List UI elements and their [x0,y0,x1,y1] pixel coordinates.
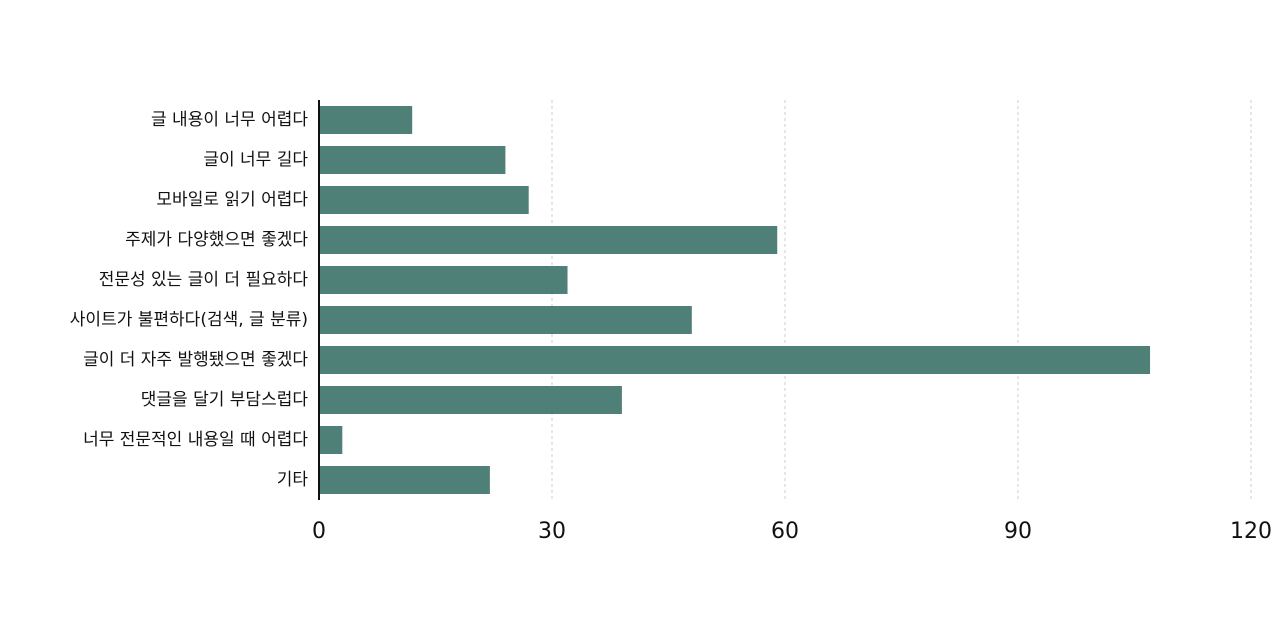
y-tick-label: 기타 [277,470,309,490]
x-tick-label: 60 [771,519,799,544]
y-tick-label: 사이트가 불편하다(검색, 글 분류) [70,310,308,330]
x-tick-label: 120 [1230,519,1272,544]
bar [319,346,1151,374]
bar [319,186,529,214]
x-tick-label: 30 [538,519,566,544]
y-tick-label: 글이 더 자주 발행됐으면 좋겠다 [83,350,308,370]
y-tick-label: 모바일로 읽기 어렵다 [156,190,308,210]
bar [319,466,490,494]
bar [319,386,622,414]
bar [319,226,778,254]
x-tick-label: 90 [1004,519,1032,544]
x-tick-label: 0 [312,519,326,544]
bar [319,146,506,174]
bar [319,426,343,454]
y-tick-label: 전문성 있는 글이 더 필요하다 [99,270,309,290]
y-tick-label: 주제가 다양했으면 좋겠다 [125,230,308,250]
y-tick-label: 너무 전문적인 내용일 때 어렵다 [83,430,308,450]
bar [319,266,568,294]
bar [319,306,692,334]
y-tick-label: 글 내용이 너무 어렵다 [151,110,308,130]
y-tick-label: 글이 너무 길다 [203,150,308,170]
bar [319,106,413,134]
y-tick-label: 댓글을 달기 부담스럽다 [141,390,309,410]
